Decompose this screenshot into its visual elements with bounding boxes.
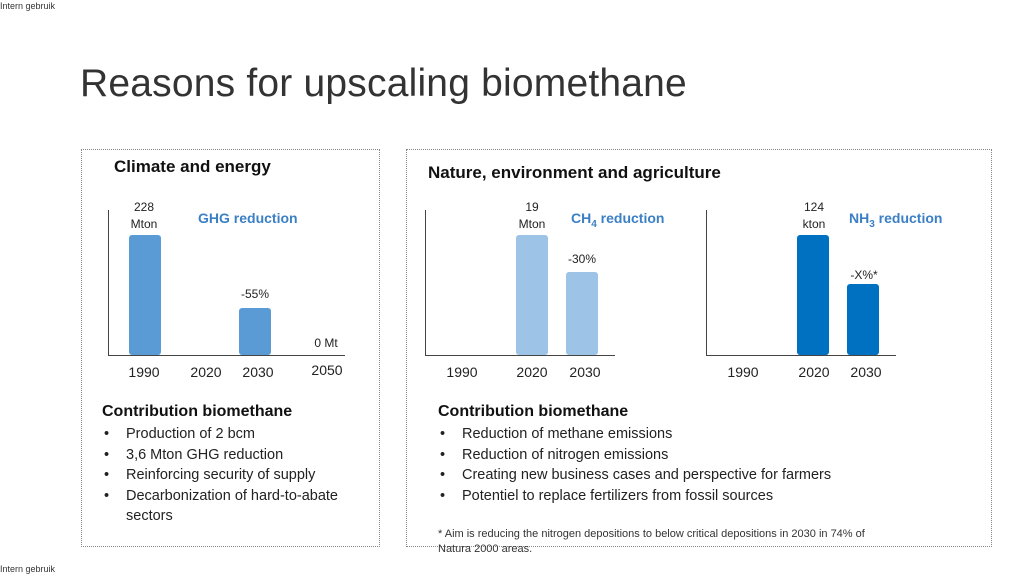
ch4-x-axis	[425, 355, 615, 356]
nh3-reduction-title: NH3 reduction	[849, 210, 943, 230]
footnote: * Aim is reducing the nitrogen depositio…	[438, 528, 865, 555]
climate-energy-panel	[81, 149, 380, 547]
ghg-x-axis	[108, 355, 345, 356]
list-item: Reinforcing security of supply	[102, 465, 364, 486]
list-item: Production of 2 bcm	[102, 424, 364, 445]
nature-environment-title: Nature, environment and agriculture	[428, 163, 721, 182]
ghg-bar-1990	[129, 235, 161, 355]
right-contribution-list: Reduction of methane emissions Reduction…	[438, 424, 958, 506]
list-item: Creating new business cases and perspect…	[438, 465, 958, 486]
left-contribution-title: Contribution biomethane	[102, 403, 293, 420]
page-title: Reasons for upscaling biomethane	[80, 62, 687, 105]
ghg-start-value: 228 Mton	[130, 200, 158, 231]
ch4-bar-2020	[516, 235, 548, 355]
nature-environment-panel	[406, 149, 992, 547]
ghg-reduction-percent: -55%	[240, 287, 269, 301]
ch4-reduction-percent: -30%	[567, 252, 596, 266]
left-contribution-list: Production of 2 bcm 3,6 Mton GHG reducti…	[102, 424, 364, 527]
list-item: Reduction of methane emissions	[438, 424, 958, 445]
nh3-bar-2030	[847, 284, 879, 355]
nh3-x-axis	[706, 355, 896, 356]
ch4-bar-2030	[566, 272, 598, 355]
classification-label-bottom: Intern gebruik	[0, 564, 56, 574]
nh3-tick-2030: 2030	[850, 364, 882, 380]
ghg-tick-2050: 2050	[311, 362, 343, 378]
right-contribution-title: Contribution biomethane	[438, 403, 629, 420]
ghg-y-axis	[108, 210, 109, 356]
nh3-bar-2020	[797, 235, 829, 355]
list-item: 3,6 Mton GHG reduction	[102, 445, 364, 466]
ch4-reduction-title: CH4 reduction	[571, 210, 665, 230]
nh3-tick-2020: 2020	[798, 364, 830, 380]
ghg-bar-2030	[239, 308, 271, 355]
classification-label-top: Intern gebruik	[0, 1, 56, 11]
nh3-reduction-percent: -X%*	[850, 268, 878, 282]
ch4-tick-2030: 2030	[569, 364, 601, 380]
nh3-tick-1990: 1990	[727, 364, 759, 380]
climate-energy-title: Climate and energy	[114, 157, 271, 176]
list-item: Potentiel to replace fertilizers from fo…	[438, 486, 958, 507]
ch4-start-value: 19 Mton	[518, 200, 546, 231]
ghg-tick-1990: 1990	[128, 364, 160, 380]
ch4-y-axis	[425, 210, 426, 356]
ghg-tick-2020: 2020	[190, 364, 222, 380]
ghg-end-value: 0 Mt	[314, 336, 338, 350]
ch4-tick-2020: 2020	[516, 364, 548, 380]
ghg-reduction-title: GHG reduction	[198, 210, 298, 226]
list-item: Reduction of nitrogen emissions	[438, 445, 958, 466]
ch4-tick-1990: 1990	[446, 364, 478, 380]
list-item: Decarbonization of hard-to-abate sectors	[102, 486, 364, 527]
nh3-y-axis	[706, 210, 707, 356]
nh3-start-value: 124 kton	[802, 200, 826, 231]
ghg-tick-2030: 2030	[242, 364, 274, 380]
